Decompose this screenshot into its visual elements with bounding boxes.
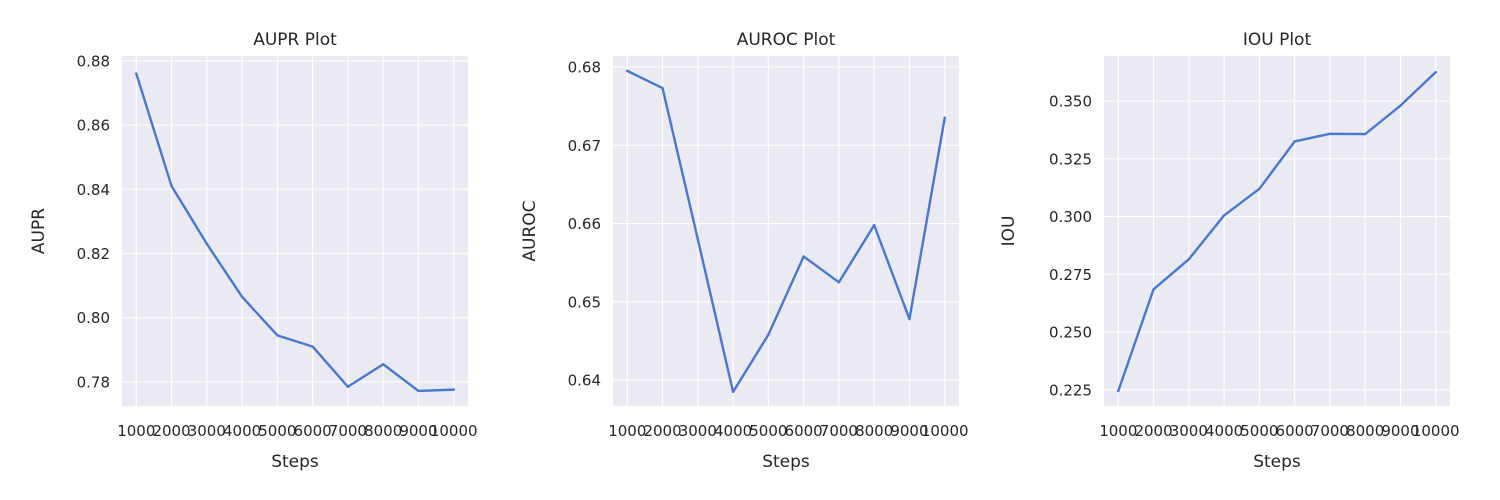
x-tick-label: 9000 (1381, 422, 1419, 440)
x-axis-label: Steps (271, 452, 319, 472)
series-line (135, 72, 455, 393)
data-point (205, 242, 209, 246)
data-point (1328, 132, 1332, 136)
x-tick-label: 4000 (1205, 422, 1243, 440)
chart-title: AUROC Plot (737, 30, 836, 50)
y-tick-label: 0.88 (77, 52, 110, 70)
y-axis-label: AUROC (520, 200, 540, 261)
x-tick-label: 6000 (294, 422, 332, 440)
data-point (626, 69, 629, 73)
x-tick-label: 9000 (399, 422, 437, 440)
data-point (311, 345, 314, 348)
x-tick-label: 3000 (188, 422, 226, 440)
data-point (1117, 389, 1120, 393)
data-point (452, 388, 455, 391)
data-point (135, 72, 138, 75)
y-tick-label: 0.67 (568, 137, 601, 155)
y-axis-label: AUPR (29, 208, 49, 254)
y-tick-label: 0.82 (77, 245, 110, 263)
x-tick-label: 10000 (430, 422, 478, 440)
x-tick-label: 5000 (749, 422, 787, 440)
data-point (1293, 140, 1296, 143)
data-point (731, 390, 735, 394)
data-point (1187, 258, 1191, 261)
y-tick-label: 0.350 (1049, 93, 1092, 111)
chart-1: 1000200030004000500060007000800090001000… (520, 30, 969, 472)
x-tick-label: 7000 (820, 422, 858, 440)
chart-0: 1000200030004000500060007000800090001000… (29, 30, 478, 472)
data-point (240, 295, 244, 299)
x-tick-label: 7000 (1311, 422, 1349, 440)
x-tick-label: 9000 (890, 422, 928, 440)
y-tick-label: 0.225 (1049, 381, 1092, 399)
series-line (626, 69, 946, 394)
x-tick-label: 6000 (1276, 422, 1314, 440)
data-point (1434, 70, 1437, 74)
data-point (943, 116, 946, 120)
y-tick-label: 0.66 (568, 215, 601, 233)
chart-title: AUPR Plot (253, 30, 337, 50)
x-tick-label: 2000 (1134, 422, 1172, 440)
x-tick-label: 8000 (855, 422, 893, 440)
x-tick-label: 6000 (785, 422, 823, 440)
data-point (381, 363, 385, 366)
x-tick-label: 1000 (117, 422, 155, 440)
y-tick-label: 0.80 (77, 309, 110, 327)
y-tick-label: 0.65 (568, 293, 601, 311)
data-point (661, 86, 664, 90)
data-point (837, 281, 841, 284)
y-tick-label: 0.84 (77, 181, 110, 199)
data-point (1152, 288, 1155, 291)
x-axis-label: Steps (1253, 452, 1301, 472)
chart-2: 1000200030004000500060007000800090001000… (999, 30, 1460, 472)
chart-title: IOU Plot (1243, 30, 1312, 50)
data-point (908, 317, 911, 321)
data-point (1258, 187, 1261, 191)
y-tick-label: 0.250 (1049, 324, 1092, 342)
plot-background (122, 56, 468, 406)
y-tick-label: 0.325 (1049, 150, 1092, 168)
plot-background (613, 56, 959, 406)
y-axis-label: IOU (999, 216, 1019, 247)
data-point (1363, 132, 1367, 136)
plot-background (1104, 56, 1450, 406)
x-axis-label: Steps (762, 452, 810, 472)
data-point (696, 238, 700, 241)
data-point (346, 385, 350, 388)
data-point (1399, 104, 1402, 107)
x-tick-label: 10000 (1412, 422, 1460, 440)
data-point (767, 333, 770, 336)
x-tick-label: 4000 (714, 422, 752, 440)
x-tick-label: 7000 (329, 422, 367, 440)
x-tick-label: 3000 (1170, 422, 1208, 440)
x-tick-label: 5000 (1240, 422, 1278, 440)
x-tick-label: 10000 (921, 422, 969, 440)
data-point (802, 255, 805, 258)
x-tick-label: 8000 (364, 422, 402, 440)
y-tick-label: 0.300 (1049, 208, 1092, 226)
data-point (872, 223, 876, 227)
x-tick-label: 3000 (679, 422, 717, 440)
x-tick-label: 8000 (1346, 422, 1384, 440)
y-tick-label: 0.275 (1049, 266, 1092, 284)
x-tick-label: 1000 (608, 422, 646, 440)
series-line (1117, 70, 1437, 393)
data-point (170, 184, 173, 188)
x-tick-label: 5000 (258, 422, 296, 440)
y-tick-label: 0.86 (77, 117, 110, 135)
x-tick-label: 2000 (643, 422, 681, 440)
x-tick-label: 2000 (152, 422, 190, 440)
x-tick-label: 4000 (223, 422, 261, 440)
x-tick-label: 1000 (1099, 422, 1137, 440)
y-tick-label: 0.64 (568, 372, 601, 390)
y-tick-label: 0.78 (77, 373, 110, 391)
data-point (1222, 214, 1226, 217)
y-tick-label: 0.68 (568, 58, 601, 76)
data-point (276, 334, 279, 337)
data-point (417, 389, 420, 393)
